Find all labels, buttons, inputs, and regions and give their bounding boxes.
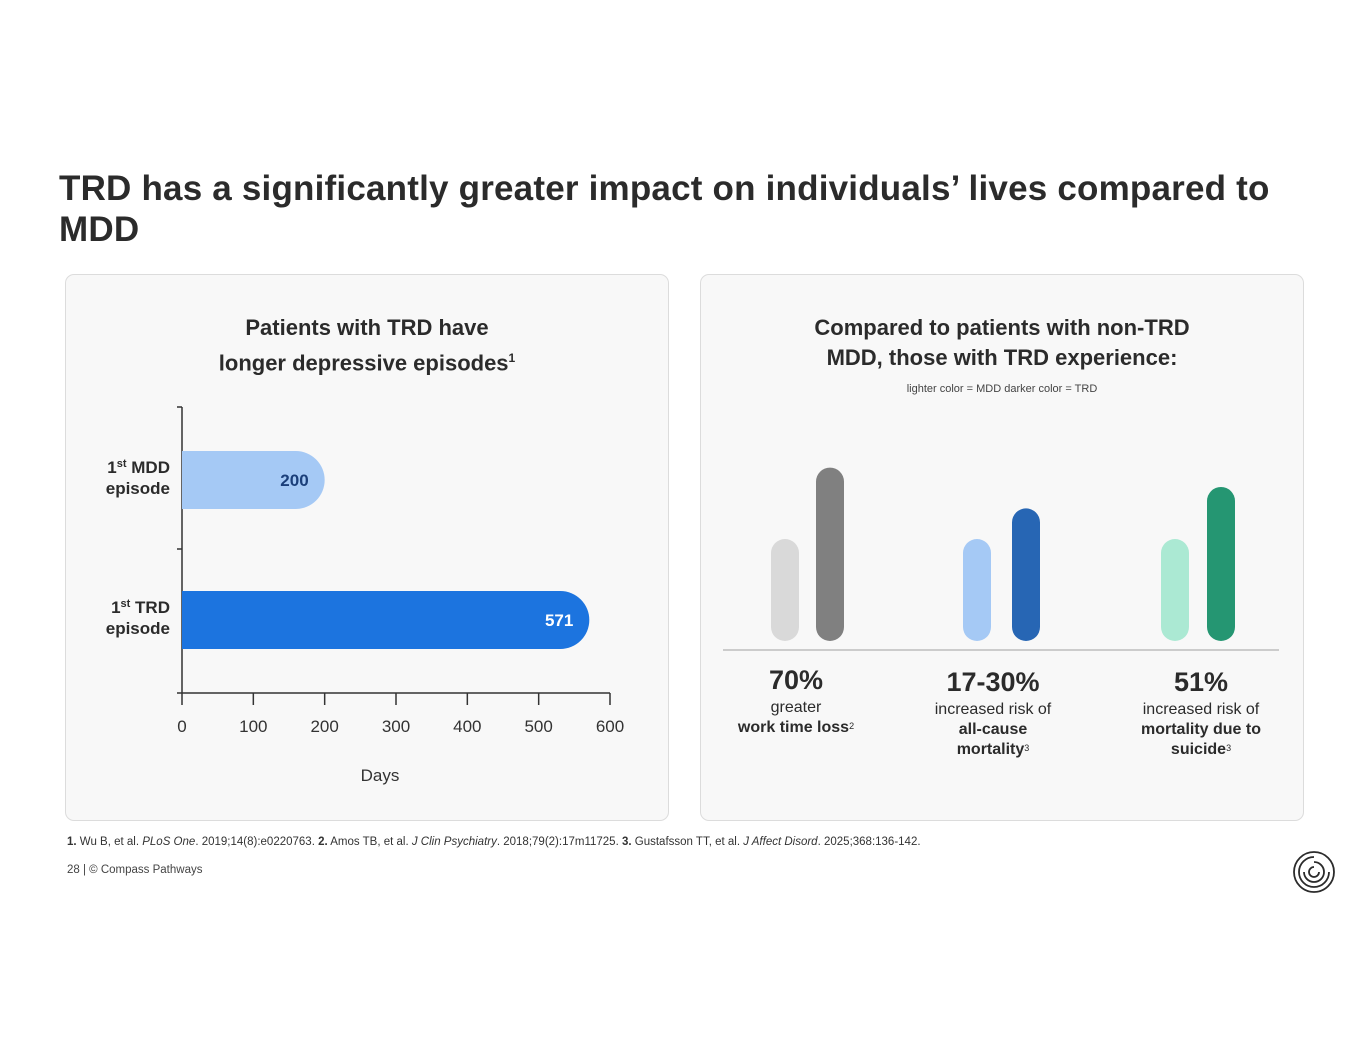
category-label-line2: episode — [106, 479, 170, 498]
left-panel-title: Patients with TRD have longer depressive… — [66, 313, 668, 378]
bar-trd-1 — [1012, 508, 1040, 641]
x-tick-label: 400 — [453, 717, 481, 736]
bar-value-label: 571 — [545, 611, 573, 630]
stat-line1: increased risk of — [934, 701, 1052, 718]
x-tick-label: 200 — [310, 717, 338, 736]
x-tick-label: 300 — [382, 717, 410, 736]
stat-value: 51% — [1173, 667, 1229, 697]
bar-mdd-0 — [771, 539, 799, 641]
bar-trd-2 — [1207, 486, 1235, 641]
stat-bold-text: all-cause mortality — [956, 721, 1028, 758]
bar-mdd-episode — [182, 451, 325, 509]
stat-suicide-mortality: 51% increased risk of mortality due to s… — [1106, 665, 1296, 760]
ref-1-details: . 2019;14(8):e0220763. — [195, 836, 315, 848]
left-title-line2: longer depressive episodes — [218, 350, 509, 376]
bar-value-label: 200 — [280, 471, 308, 490]
category-label: 1st MDD — [107, 458, 170, 477]
right-panel-title: Compared to patients with non-TRD MDD, t… — [701, 313, 1303, 373]
page-title: TRD has a significantly greater impact o… — [59, 169, 1270, 249]
right-title-line2: MDD, those with TRD experience: — [826, 345, 1178, 370]
stat-work-time-loss: 70% greater work time loss2 — [701, 663, 891, 738]
stat-sup: 3 — [1226, 743, 1232, 753]
stat-value: 70% — [768, 665, 824, 695]
ref-1-journal: PLoS One — [142, 836, 196, 848]
episode-length-panel: Patients with TRD have longer depressive… — [65, 274, 669, 821]
references: 1. Wu B, et al. PLoS One. 2019;14(8):e02… — [67, 836, 1267, 848]
stat-sup: 3 — [1024, 743, 1030, 753]
episode-bar-chart: 0 100 200 300 400 500 600 Days 200 1st MDD episode… — [106, 406, 624, 785]
ref-3-details: . 2025;368:136-142. — [817, 836, 921, 848]
x-axis-title: Days — [361, 766, 400, 785]
stat-bold-text: mortality due to suicide — [1140, 721, 1261, 758]
left-title-line1: Patients with TRD have — [245, 315, 489, 340]
stat-line1: increased risk of — [1142, 701, 1260, 718]
compass-logo-icon — [1293, 851, 1335, 893]
ref-num-1: 1. — [67, 836, 77, 848]
category-label-line2: episode — [106, 619, 170, 638]
ref-3-journal: J Affect Disord — [743, 836, 818, 848]
stat-value: 17-30% — [946, 667, 1040, 697]
x-tick-label: 600 — [596, 717, 624, 736]
impact-bar-chart — [723, 467, 1279, 651]
ref-1-authors: Wu B, et al. — [79, 836, 140, 848]
ref-3-authors: Gustafsson TT, et al. — [634, 836, 741, 848]
stat-all-cause-mortality: 17-30% increased risk of all-cause morta… — [898, 665, 1088, 760]
bar-trd-0 — [816, 467, 844, 641]
left-title-sup: 1 — [508, 351, 516, 365]
ref-num-3: 3. — [621, 836, 632, 848]
bar-trd-episode — [182, 591, 590, 649]
ref-2-authors: Amos TB, et al. — [330, 836, 409, 848]
stat-sup: 2 — [849, 721, 855, 731]
ref-2-journal: J Clin Psychiatry — [411, 836, 497, 848]
bar-mdd-2 — [1161, 539, 1189, 641]
x-tick-label: 500 — [524, 717, 552, 736]
right-title-line1: Compared to patients with non-TRD — [814, 315, 1190, 340]
x-tick-label: 0 — [177, 717, 186, 736]
x-tick-label: 100 — [239, 717, 267, 736]
stat-bold-text: work time loss — [737, 719, 850, 736]
bar-mdd-1 — [963, 539, 991, 641]
ref-2-details: . 2018;79(2):17m11725. — [496, 836, 619, 848]
ref-num-2: 2. — [318, 836, 328, 848]
impact-panel: Compared to patients with non-TRD MDD, t… — [700, 274, 1304, 821]
category-label: 1st TRD — [111, 598, 170, 617]
color-legend-note: lighter color = MDD darker color = TRD — [906, 383, 1098, 395]
page-footer: 28 | © Compass Pathways — [67, 864, 203, 876]
stat-line1: greater — [770, 699, 822, 716]
